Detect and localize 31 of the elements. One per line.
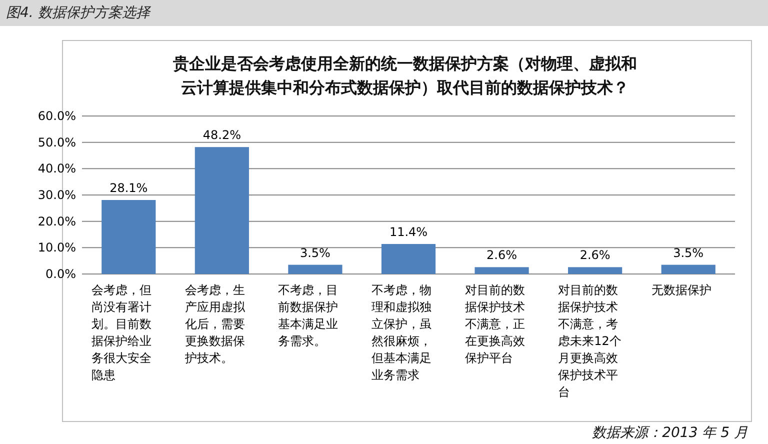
x-tick-label: 对目前的数据保护技术不满意，考虑未来12个月更换高效保护技术平台 bbox=[558, 283, 622, 399]
bar bbox=[102, 200, 156, 274]
source-note: 数据来源：2013 年 5 月 bbox=[592, 424, 748, 442]
y-tick-label: 60.0% bbox=[38, 109, 76, 123]
x-tick-label: 会考虑，生产应用虚拟化后，需要更换数据保护技术。 bbox=[184, 283, 246, 365]
y-tick-label: 20.0% bbox=[38, 214, 76, 228]
bar bbox=[661, 264, 716, 274]
data-label: 3.5% bbox=[300, 246, 330, 260]
x-tick-label: 对目前的数据保护技术不满意，正在更换高效保护平台 bbox=[464, 283, 525, 365]
bar bbox=[474, 267, 529, 274]
data-label: 2.6% bbox=[580, 248, 610, 262]
x-tick-label: 不考虑，目前数据保护基本满足业务需求。 bbox=[278, 283, 338, 348]
x-tick-label: 会考虑，但尚没有署计划。目前数据保护给业务很大安全隐患 bbox=[92, 283, 152, 382]
y-tick-label: 50.0% bbox=[38, 135, 76, 150]
data-label: 11.4% bbox=[389, 224, 428, 239]
data-label: 48.2% bbox=[202, 128, 241, 142]
caption: 图4. 数据保护方案选择 bbox=[0, 0, 768, 26]
x-tick-label: 无数据保护 bbox=[651, 283, 712, 297]
bar bbox=[288, 264, 342, 274]
bar bbox=[568, 267, 622, 274]
y-tick-label: 40.0% bbox=[38, 162, 76, 176]
y-tick-label: 10.0% bbox=[38, 240, 76, 255]
data-label: 2.6% bbox=[486, 248, 518, 262]
bar bbox=[381, 244, 436, 274]
x-tick-label: 不考虑，物理和虚拟独立保护，虽然很麻烦，但基本满足业务需求 bbox=[372, 283, 432, 382]
data-label: 3.5% bbox=[673, 246, 704, 260]
chart-title: 贵企业是否会考虑使用全新的统一数据保护方案（对物理、虚拟和云计算提供集中和分布式数据保护）取代目前的数据保护技术？ bbox=[172, 53, 638, 99]
bar bbox=[194, 147, 249, 274]
data-label: 28.1% bbox=[110, 181, 148, 196]
y-tick-label: 30.0% bbox=[38, 188, 76, 202]
y-tick-label: 0.0% bbox=[46, 267, 76, 281]
